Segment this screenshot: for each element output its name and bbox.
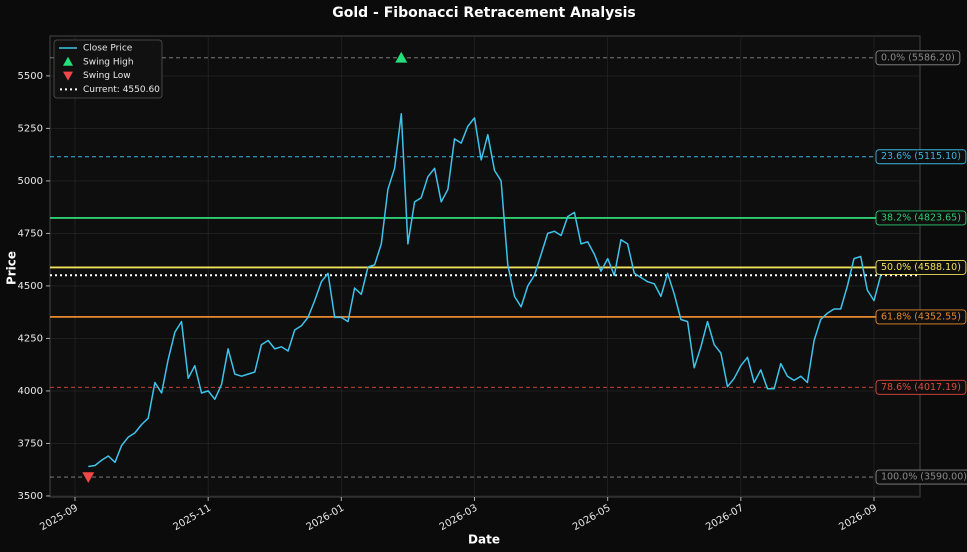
level-label: 50.0% (4588.10)	[875, 259, 967, 275]
level-label-text: 50.0% (4588.10)	[881, 262, 961, 273]
level-label-box	[875, 259, 967, 275]
chart-title: Gold - Fibonacci Retracement Analysis	[332, 5, 636, 21]
x-axis-label: Date	[468, 533, 500, 547]
level-label-text: 0.0% (5586.20)	[881, 52, 955, 63]
legend-label: Swing Low	[83, 71, 131, 81]
level-label-text: 38.2% (4823.65)	[881, 212, 961, 223]
level-label-text: 78.6% (4017.19)	[881, 382, 961, 393]
y-tick-label: 3750	[18, 438, 43, 449]
level-label-box	[875, 50, 961, 66]
y-tick-label: 4250	[18, 333, 43, 344]
legend: Close Price Swing High Swing Low Current: 4…	[53, 39, 163, 99]
level-label: 23.6% (5115.10)	[875, 149, 967, 165]
plot-area	[49, 35, 921, 498]
swing-marker	[82, 472, 95, 484]
y-axis-label: Price	[5, 251, 19, 285]
level-label: 100.0% (3590.00)	[875, 469, 967, 485]
level-label-box	[875, 379, 967, 395]
level-label-text: 100.0% (3590.00)	[881, 472, 967, 483]
legend-swatch	[63, 56, 73, 66]
level-label: 61.8% (4352.55)	[875, 309, 967, 325]
level-label: 78.6% (4017.19)	[875, 379, 967, 395]
level-label-box	[875, 309, 967, 325]
legend-label: Close Price	[83, 44, 133, 54]
legend-label: Current: 4550.60	[83, 85, 160, 95]
legend-swatch	[63, 71, 73, 81]
y-tick-label: 5500	[18, 71, 43, 82]
y-tick-label: 5250	[18, 123, 43, 134]
level-label-box	[875, 210, 967, 226]
close-price-line	[88, 112, 882, 468]
legend-label: Swing High	[83, 57, 134, 67]
level-label-box	[875, 469, 967, 485]
y-tick-label: 4750	[18, 228, 43, 239]
level-label-text: 61.8% (4352.55)	[881, 311, 961, 322]
level-label: 38.2% (4823.65)	[875, 210, 967, 226]
y-tick-label: 5000	[18, 176, 43, 187]
level-label-box	[875, 149, 967, 165]
y-tick-label: 4500	[18, 281, 43, 292]
level-label-text: 23.6% (5115.10)	[881, 151, 961, 162]
y-tick-label: 3500	[18, 491, 43, 502]
level-label: 0.0% (5586.20)	[875, 50, 961, 66]
y-tick-label: 4000	[18, 386, 43, 397]
swing-marker	[395, 51, 408, 63]
legend-box	[53, 39, 163, 99]
